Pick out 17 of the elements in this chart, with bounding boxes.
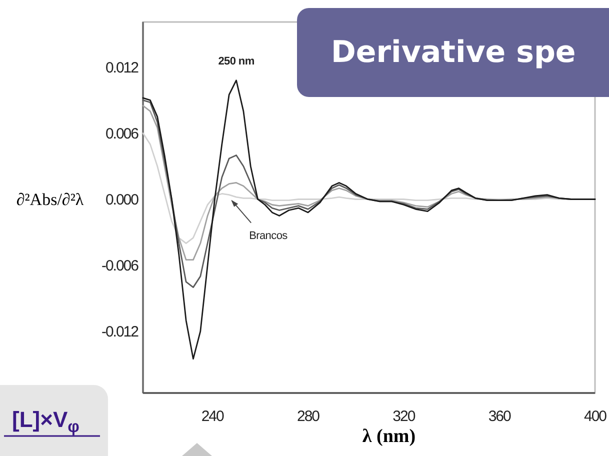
y-tick-label: 0.000 [105, 191, 139, 208]
y-tick-label: -0.012 [101, 324, 139, 341]
annotation: 250 nm [218, 55, 255, 68]
y-tick-label: 0.012 [105, 59, 139, 76]
x-tick-label: 360 [488, 408, 512, 425]
y-axis-title: ∂²Abs/∂²λ [16, 190, 84, 209]
line-series [142, 80, 596, 360]
text: Derivative spe [331, 35, 576, 70]
y-tick-label: 0.006 [105, 125, 139, 142]
x-tick-label: 280 [297, 408, 320, 425]
y-tick-label: -0.006 [101, 258, 139, 275]
x-tick-label: 320 [392, 408, 416, 425]
annotation: Brancos [249, 230, 288, 242]
x-axis-title: λ (nm) [362, 426, 416, 447]
x-tick-label: 400 [584, 408, 607, 425]
text: [L]×V$_{φ}$ [12, 407, 80, 436]
x-tick-label: 240 [201, 408, 224, 425]
